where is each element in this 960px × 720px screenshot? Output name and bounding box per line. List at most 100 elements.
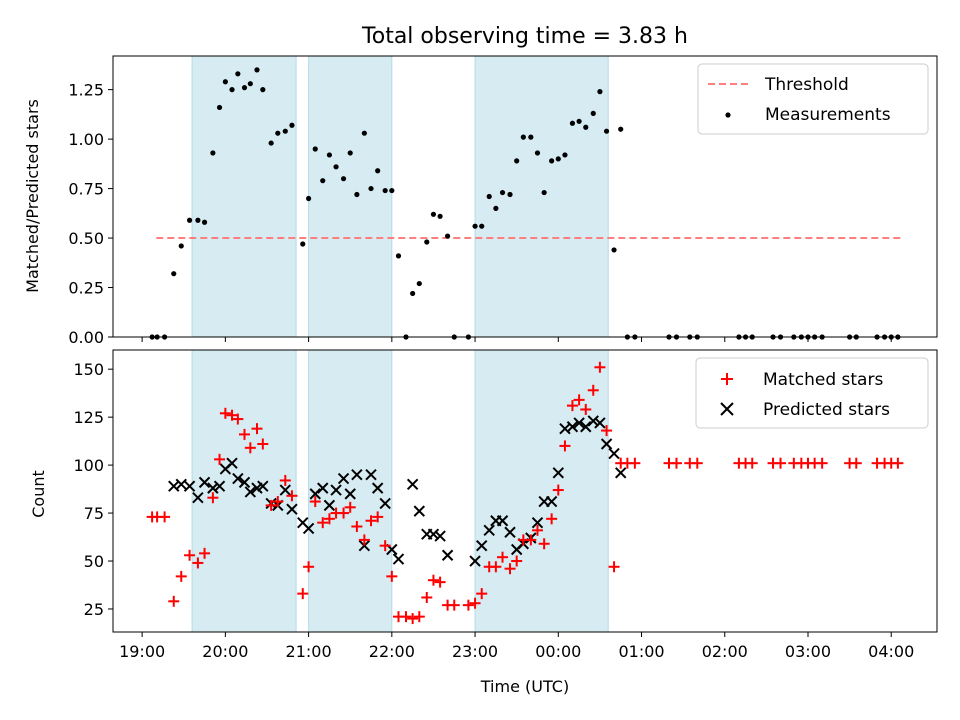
bottom-legend-box (695, 357, 929, 429)
measurement-point (590, 110, 596, 116)
measurement-point (528, 134, 534, 140)
predicted-stars-point (427, 528, 440, 540)
matched-stars-point (559, 440, 571, 452)
measurement-point (229, 87, 235, 93)
predicted-stars-point (330, 484, 342, 496)
matched-stars-point (272, 496, 284, 508)
measurement-point (354, 191, 360, 198)
y-tick-label: 0.75 (68, 180, 104, 199)
matched-stars-point (351, 520, 363, 532)
predicted-stars-point (531, 516, 544, 529)
predicted-stars-point (183, 480, 196, 492)
matched-stars-point (309, 496, 321, 508)
shaded-interval (308, 349, 393, 633)
predicted-stars-point (566, 421, 579, 433)
predicted-stars-point (406, 478, 419, 490)
predicted-stars-point (286, 503, 298, 515)
predicted-stars-point (392, 553, 405, 565)
measurement-point (260, 87, 266, 93)
matched-stars-point (546, 513, 558, 525)
shaded-interval (191, 55, 297, 338)
matched-stars-point (850, 457, 862, 469)
top-legend: Threshold Measurements (697, 63, 929, 135)
bottom-panel: Count Time (UTC) 25 50 75 100 125 150 19:00 20… (29, 349, 938, 696)
measurement-point (603, 128, 610, 134)
predicted-stars-point (317, 482, 329, 494)
measurement-point (576, 118, 582, 124)
predicted-stars-point (198, 476, 211, 489)
measurement-point (520, 134, 526, 140)
predicted-stars-point (379, 497, 391, 510)
matched-stars-point (892, 457, 904, 469)
matched-stars-point (434, 576, 446, 588)
measurement-point (171, 271, 177, 277)
matched-stars-point (207, 492, 219, 504)
matched-stars-point (265, 499, 277, 511)
bottom-legend: Matched stars Predicted stars (695, 357, 929, 429)
predicted-stars-point (600, 438, 613, 450)
top-legend-box (697, 63, 929, 135)
matched-stars-point (323, 513, 335, 525)
matched-stars-point (168, 595, 180, 607)
measurement-point (479, 223, 485, 229)
matched-stars-point (226, 409, 238, 421)
matched-stars-point (448, 599, 460, 611)
legend-threshold-label: Threshold (764, 75, 849, 95)
predicted-stars-point (302, 522, 315, 535)
predicted-stars-point (594, 417, 606, 429)
measurement-point (611, 247, 617, 253)
x-tick-label: 20:00 (202, 642, 248, 661)
matched-stars-point (251, 423, 263, 435)
bottom-y-axis-label: Count (29, 470, 48, 518)
matched-stars-point (587, 384, 599, 396)
matched-stars-point (670, 457, 682, 469)
matched-stars-point (816, 457, 828, 469)
predicted-stars-point (496, 515, 509, 527)
y-tick-label: 150 (73, 360, 104, 379)
top-shaded-intervals (191, 55, 609, 338)
matched-stars-point (413, 611, 425, 623)
bottom-y-ticks: 25 50 75 100 125 150 (73, 360, 113, 619)
measurement-point (541, 189, 547, 196)
measurement-point (416, 280, 422, 287)
predicted-stars-point (232, 472, 244, 485)
matched-stars-point (358, 534, 370, 546)
measurement-point (282, 128, 288, 134)
matched-stars-point (511, 555, 523, 567)
matched-stars-point (372, 511, 384, 523)
measurement-point (549, 158, 555, 164)
matched-stars-point (566, 400, 578, 412)
matched-stars-point (608, 561, 620, 573)
y-tick-label: 125 (73, 408, 104, 427)
matched-stars-point (531, 524, 543, 536)
measurement-point (340, 176, 347, 182)
measurement-point (201, 219, 208, 225)
y-tick-label: 0.00 (68, 328, 104, 347)
measurement-point (472, 223, 478, 229)
predicted-stars-point (244, 486, 257, 498)
measurement-point (326, 152, 333, 158)
legend-matched-label: Matched stars (763, 370, 883, 390)
predicted-stars-point (441, 549, 454, 561)
measurement-point (216, 104, 223, 111)
x-tick-label: 22:00 (369, 642, 415, 661)
matched-stars-point (159, 511, 171, 523)
matched-stars-point (421, 591, 433, 603)
shaded-interval (474, 55, 609, 338)
measurement-point (507, 191, 513, 198)
measurement-point (186, 217, 193, 223)
measurement-point (486, 193, 492, 200)
measurement-point (382, 187, 388, 194)
x-tick-label: 00:00 (535, 642, 581, 661)
measurement-point (555, 156, 561, 162)
measurement-point (583, 124, 589, 130)
legend-predicted-swatch (720, 402, 734, 416)
predicted-stars-point (257, 480, 269, 492)
x-axis-label: Time (UTC) (480, 677, 569, 696)
matched-stars-point (775, 457, 787, 469)
matched-stars-point (504, 563, 516, 575)
measurement-point (305, 195, 312, 202)
measurement-point (493, 205, 499, 211)
predicted-stars-point (351, 468, 363, 481)
